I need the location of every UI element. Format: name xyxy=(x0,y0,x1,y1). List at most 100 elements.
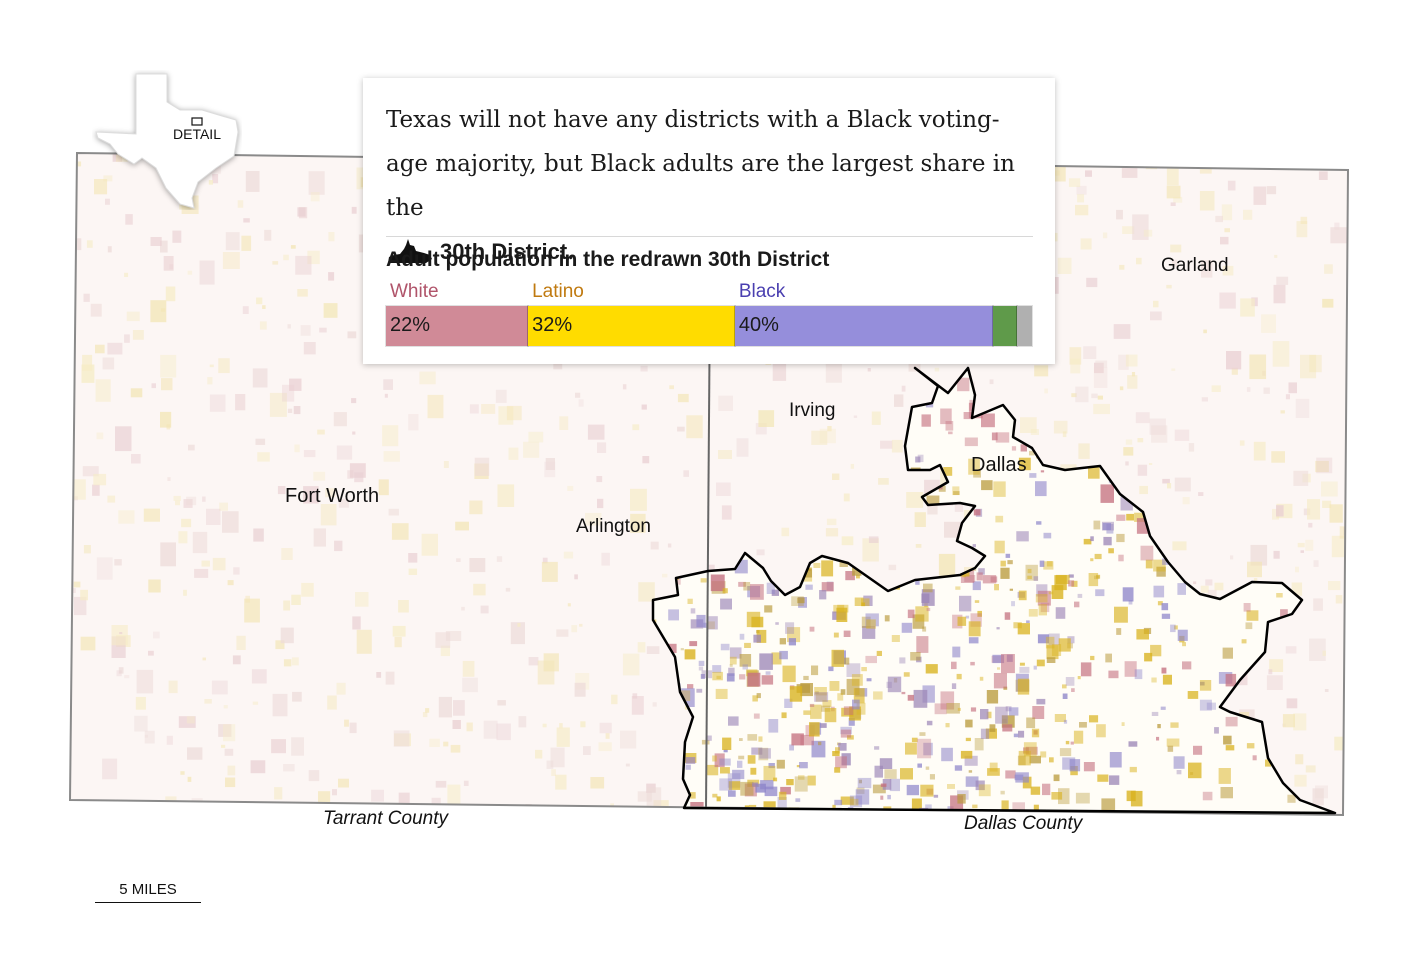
district-dot-cluster xyxy=(1114,606,1128,623)
district-dot-cluster xyxy=(882,779,892,790)
bg-dot-cluster xyxy=(237,200,244,208)
bg-dot-cluster xyxy=(1285,394,1290,400)
bg-dot-cluster xyxy=(461,606,465,611)
city-label-irving: Irving xyxy=(789,400,836,421)
district-dot-cluster xyxy=(1002,724,1013,732)
bg-dot-cluster xyxy=(1182,497,1190,505)
bg-dot-cluster xyxy=(1093,403,1110,415)
bg-dot-cluster xyxy=(850,463,855,469)
district-dot-cluster xyxy=(657,809,669,813)
bg-dot-cluster xyxy=(408,414,419,431)
bg-dot-cluster xyxy=(1250,544,1268,566)
bg-dot-cluster xyxy=(481,404,496,414)
district-dot-cluster xyxy=(763,801,776,813)
bg-dot-cluster xyxy=(598,742,612,752)
district-dot-cluster xyxy=(1048,591,1054,595)
district-dot-cluster xyxy=(1128,600,1133,605)
district-dot-cluster xyxy=(681,815,693,830)
district-dot-cluster xyxy=(970,613,982,627)
bg-dot-cluster xyxy=(96,432,104,440)
bg-dot-cluster xyxy=(1137,438,1144,443)
district-dot-cluster xyxy=(1116,514,1126,521)
bg-dot-cluster xyxy=(1174,477,1191,492)
bg-dot-cluster xyxy=(1308,522,1313,528)
district-dot-cluster xyxy=(861,667,867,672)
district-dot-cluster xyxy=(1105,653,1112,663)
bg-dot-cluster xyxy=(495,389,507,403)
district-dot-cluster xyxy=(1116,533,1125,543)
district-dot-cluster xyxy=(852,699,860,710)
district-dot-cluster xyxy=(712,755,717,762)
bg-dot-cluster xyxy=(118,667,124,674)
bg-dot-cluster xyxy=(1266,675,1283,690)
bg-dot-cluster xyxy=(559,723,563,729)
bg-dot-cluster xyxy=(1305,765,1316,773)
district-dot-cluster xyxy=(1156,736,1160,741)
city-label-dallas: Dallas xyxy=(971,454,1027,476)
district-dot-cluster xyxy=(789,686,803,702)
bg-dot-cluster xyxy=(545,458,555,470)
bg-dot-cluster xyxy=(150,237,162,246)
district-dot-cluster xyxy=(843,706,854,715)
district-dot-cluster xyxy=(1108,670,1119,679)
district-dot-cluster xyxy=(866,678,872,682)
district-dot-cluster xyxy=(690,792,696,799)
district-dot-cluster xyxy=(849,798,859,806)
district-dot-cluster xyxy=(786,779,794,786)
bg-dot-cluster xyxy=(452,720,461,729)
district-dot-cluster xyxy=(1029,450,1035,456)
bg-dot-cluster xyxy=(1193,581,1197,585)
district-dot-cluster xyxy=(974,600,980,603)
district-dot-cluster xyxy=(822,700,832,708)
district-dot-cluster xyxy=(712,671,723,681)
district-dot-cluster xyxy=(994,584,999,591)
district-dot-cluster xyxy=(668,609,679,621)
district-dot-cluster xyxy=(970,707,977,712)
bg-dot-cluster xyxy=(819,428,836,444)
district-dot-cluster xyxy=(1182,642,1186,647)
bg-dot-cluster xyxy=(1053,420,1068,434)
bg-dot-cluster xyxy=(590,777,605,789)
district-dot-cluster xyxy=(766,582,775,594)
district-dot-cluster xyxy=(970,661,975,666)
district-dot-cluster xyxy=(1067,636,1075,644)
bg-dot-cluster xyxy=(1329,504,1343,523)
district-dot-cluster xyxy=(1157,601,1163,606)
bg-dot-cluster xyxy=(825,528,839,537)
bg-dot-cluster xyxy=(1328,581,1341,591)
bg-dot-cluster xyxy=(1219,292,1236,309)
district-dot-cluster xyxy=(995,515,1004,523)
bg-dot-cluster xyxy=(497,700,506,706)
district-dot-cluster xyxy=(1199,699,1212,711)
bg-dot-cluster xyxy=(1174,429,1190,441)
bg-dot-cluster xyxy=(180,771,185,775)
district-dot-cluster xyxy=(1029,473,1037,478)
district-dot-cluster xyxy=(832,804,836,810)
bg-dot-cluster xyxy=(1272,341,1290,367)
bg-dot-cluster xyxy=(550,747,565,768)
bg-dot-cluster xyxy=(772,360,787,381)
district-dot-cluster xyxy=(841,707,854,717)
district-dot-cluster xyxy=(832,751,840,757)
bg-dot-cluster xyxy=(352,431,356,435)
bg-dot-cluster xyxy=(832,473,840,480)
bg-dot-cluster xyxy=(310,192,320,202)
district-dot-cluster xyxy=(857,777,872,789)
bg-dot-cluster xyxy=(497,484,515,507)
bg-dot-cluster xyxy=(1295,398,1310,418)
district-dot-cluster xyxy=(1069,759,1081,772)
bg-dot-cluster xyxy=(378,479,389,496)
district-dot-cluster xyxy=(1058,788,1070,805)
bg-dot-cluster xyxy=(542,723,547,728)
district-dot-cluster xyxy=(858,779,862,784)
district-dot-cluster xyxy=(687,684,694,689)
district-dot-cluster xyxy=(742,810,752,813)
bg-dot-cluster xyxy=(323,303,338,318)
district-dot-cluster xyxy=(1101,798,1116,813)
bg-dot-cluster xyxy=(289,378,302,391)
city-label-arlington: Arlington xyxy=(576,516,651,537)
bg-dot-cluster xyxy=(528,431,544,443)
bg-dot-cluster xyxy=(301,582,314,597)
district-dot-cluster xyxy=(780,786,791,795)
district-dot-cluster xyxy=(1134,512,1145,522)
